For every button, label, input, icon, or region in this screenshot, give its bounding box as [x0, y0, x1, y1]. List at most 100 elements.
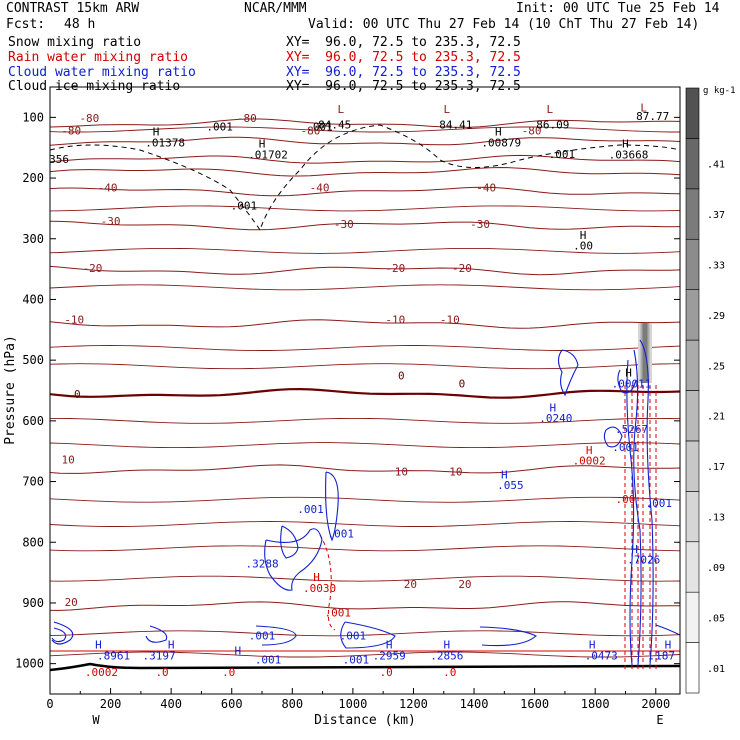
contour-label: .0	[155, 666, 168, 679]
isotherm--50	[50, 166, 680, 177]
valid-time: Valid: 00 UTC Thu 27 Feb 14 (10 ChT Thu …	[308, 17, 700, 32]
contour-label: .00	[616, 493, 636, 506]
extremum-marker: H	[589, 638, 596, 651]
x-tick-label: 400	[160, 697, 182, 711]
isotherm-minor	[50, 345, 680, 351]
contour-label: -20	[452, 262, 472, 275]
contour-label: .7026	[627, 553, 660, 566]
extremum-marker: H	[501, 469, 508, 482]
isotherm-minor	[50, 575, 680, 582]
colorbar-swatch	[685, 541, 700, 593]
isotherm--10	[50, 319, 680, 329]
extremum-marker: H	[259, 138, 266, 151]
contour-label: 84.45	[318, 118, 351, 131]
cloud-water-contour	[145, 625, 168, 643]
isotherm-minor	[50, 205, 680, 212]
isotherm-minor	[50, 284, 680, 291]
extremum-marker: H	[586, 444, 593, 457]
contour-label: -80	[237, 112, 257, 125]
contour-label: .01378	[145, 136, 185, 149]
cloud-water-contour	[617, 369, 637, 394]
contour-label: .187	[649, 649, 676, 662]
isotherm-minor	[50, 545, 680, 552]
x-tick-label: 1400	[460, 697, 489, 711]
contour-label: -20	[385, 262, 405, 275]
field-contours	[50, 118, 680, 672]
contour-label: 10	[395, 465, 408, 478]
contour-label: 356	[49, 153, 69, 166]
isotherm-minor	[50, 363, 680, 370]
contour-label: 0	[398, 370, 405, 383]
colorbar-swatch	[685, 591, 700, 643]
cloud-water-contour	[603, 426, 623, 448]
contour-label: .055	[497, 479, 524, 492]
west-endpoint: W	[92, 713, 100, 727]
isotherm-minor	[50, 247, 680, 254]
forecast-label: Fcst:	[6, 17, 46, 32]
contour-label: -10	[440, 314, 460, 327]
cloud-water-contour	[280, 525, 299, 559]
colorbar-swatch	[685, 188, 700, 240]
init-time: Init: 00 UTC Tue 25 Feb 14	[516, 1, 720, 16]
extremum-marker: L	[443, 103, 450, 116]
contour-label: .3288	[245, 558, 278, 571]
extremum-marker: H	[665, 638, 672, 651]
legend-snow-name: Snow mixing ratio	[8, 35, 142, 50]
isotherm-minor	[50, 126, 680, 133]
colorbar-level-label: .01	[707, 664, 725, 675]
contour-label: -40	[98, 181, 118, 194]
extremum-marker: H	[625, 367, 632, 380]
org-label: NCAR/MMM	[244, 1, 307, 16]
y-tick-label: 1000	[15, 657, 44, 671]
cloud-water-contour	[255, 625, 297, 646]
ground-line	[50, 662, 680, 672]
contour-label: 10	[449, 465, 462, 478]
contour-label: .2856	[430, 649, 463, 662]
colorbar-level-label: .29	[707, 311, 725, 322]
colorbar-unit: g kg-1	[703, 86, 736, 96]
cloud-water-contour	[325, 471, 339, 542]
y-tick-label: 400	[22, 292, 44, 306]
contour-label: 86.09	[536, 118, 569, 131]
axes: 0 200 400 600 800 1000 1200 1400 1600 1800 2000100…	[15, 110, 680, 711]
legend-snow-xy: XY= 96.0, 72.5 to 235.3, 72.5	[286, 35, 521, 50]
cloud-water-contour	[264, 528, 323, 591]
y-tick-label: 500	[22, 353, 44, 367]
snow-contour	[50, 124, 680, 232]
colorbar-level-label: .17	[707, 462, 725, 473]
extremum-marker: H	[95, 638, 102, 651]
colorbar-swatch	[685, 238, 700, 290]
contour-label: .001	[343, 654, 370, 667]
colorbar-swatch	[685, 440, 700, 492]
y-tick-label: 900	[22, 596, 44, 610]
contour-label: 20	[404, 578, 417, 591]
contour-label: .001	[549, 148, 576, 161]
contour-label: -30	[334, 218, 354, 231]
extremum-marker: H	[153, 126, 160, 139]
x-tick-label: 0	[46, 697, 53, 711]
legend-cloud-water-xy: XY= 96.0, 72.5 to 235.3, 72.5	[286, 65, 521, 80]
contour-label: -80	[61, 124, 81, 137]
colorbar-level-label: .41	[707, 160, 725, 171]
y-axis-label: Pressure (hPa)	[3, 335, 18, 445]
colorbar-swatch	[685, 491, 700, 543]
contour-label: -30	[101, 215, 121, 228]
extremum-marker: H	[495, 126, 502, 139]
y-tick-label: 200	[22, 171, 44, 185]
isotherm-minor	[50, 630, 680, 637]
contour-label: .001	[324, 606, 351, 619]
contour-label: -30	[470, 218, 490, 231]
isotherm--80	[50, 118, 680, 128]
contour-label: -80	[301, 124, 321, 137]
cloud-water-contour	[557, 349, 579, 397]
extremum-marker: H	[580, 229, 587, 242]
isotherm--70	[50, 136, 680, 146]
contour-label: .2959	[373, 649, 406, 662]
contour-label: 87.77	[636, 110, 669, 123]
y-tick-label: 300	[22, 232, 44, 246]
contour-label: .8961	[97, 649, 130, 662]
contour-label: .0030	[303, 582, 336, 595]
contour-label: .0240	[539, 412, 572, 425]
isotherm-minor	[50, 521, 680, 527]
